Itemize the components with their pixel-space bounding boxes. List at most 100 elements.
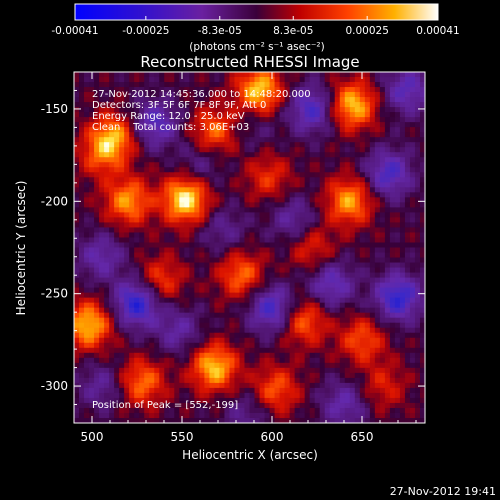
heatmap-cell [314,352,321,359]
heatmap-cell [419,137,425,143]
heatmap-cell [314,112,321,118]
heatmap-cell [314,97,321,103]
heatmap-cell [209,282,215,289]
annotation-block: 27-Nov-2012 14:45:36.000 to 14:48:20.000… [92,89,311,411]
heatmap-cell [264,357,271,364]
heatmap-cell [334,362,341,369]
heatmap-cell [169,257,175,264]
heatmap-cell [94,397,100,404]
heatmap-cell [134,252,140,259]
heatmap-cell [334,122,341,128]
heatmap-cell [139,137,145,143]
heatmap-cell [79,82,85,88]
heatmap-cell [219,132,226,138]
heatmap-cell [74,282,80,289]
heatmap-cell [179,287,185,294]
heatmap-cell [229,107,236,113]
heatmap-cell [279,127,286,133]
heatmap-cell [254,412,261,419]
heatmap-cell [129,112,135,118]
heatmap-cell [344,257,351,264]
heatmap-cell [289,357,296,364]
heatmap-cell [274,287,281,294]
heatmap-cell [419,197,425,203]
heatmap-cell [314,337,321,344]
heatmap-cell [399,217,406,224]
heatmap-cell [329,122,336,128]
heatmap-cell [399,377,406,384]
heatmap-cell [384,162,391,168]
heatmap-cell [384,102,391,108]
heatmap-cell [289,267,296,274]
heatmap-cell [289,417,296,423]
annotation-detectors: Detectors: 3F 5F 6F 7F 8F 9F, Att 0 [92,100,266,111]
heatmap-cell [124,92,130,98]
heatmap-cell [114,267,120,274]
heatmap-cell [229,262,236,269]
heatmap-cell [224,242,231,249]
heatmap-cell [119,177,125,183]
heatmap-cell [259,207,266,213]
heatmap-cell [134,387,140,394]
heatmap-cell [284,212,291,219]
heatmap-cell [179,92,185,98]
heatmap-cell [129,222,135,229]
heatmap-cell [254,317,261,324]
heatmap-cell [294,382,301,389]
heatmap-cell [244,117,251,123]
heatmap-cell [374,277,381,284]
heatmap-cell [124,177,130,183]
heatmap-cell [389,227,396,234]
heatmap-cell [74,252,80,259]
heatmap-cell [169,212,175,219]
heatmap-cell [279,212,286,219]
heatmap-cell [119,352,125,359]
heatmap-cell [79,212,85,219]
heatmap-cell [384,297,391,304]
heatmap-cell [394,167,401,173]
heatmap-cell [409,147,416,153]
heatmap-cell [74,322,80,329]
heatmap-cell [249,352,256,359]
heatmap-cell [159,302,165,309]
heatmap-cell [319,142,326,148]
heatmap-cell [239,322,246,329]
heatmap-cell [314,77,321,83]
heatmap-cell [299,212,306,219]
heatmap-cell [354,272,361,279]
heatmap-cell [249,282,256,289]
heatmap-cell [264,372,271,379]
heatmap-cell [174,362,180,369]
heatmap-cell [384,147,391,153]
heatmap-cell [104,87,110,93]
heatmap-cell [344,87,351,93]
heatmap-cell [224,367,231,374]
heatmap-cell [194,252,200,259]
heatmap-cell [369,327,376,334]
heatmap-cell [184,227,190,234]
heatmap-cell [184,412,190,419]
heatmap-cell [284,122,291,128]
heatmap-cell [279,117,286,123]
heatmap-cell [154,72,160,78]
heatmap-cell [174,297,180,304]
heatmap-cell [364,362,371,369]
heatmap-cell [369,242,376,249]
heatmap-cell [149,257,155,264]
heatmap-cell [254,202,261,208]
heatmap-cell [119,407,125,414]
heatmap-cell [109,162,115,168]
heatmap-cell [339,87,346,93]
heatmap-cell [224,287,231,294]
heatmap-cell [379,107,386,113]
heatmap-cell [274,267,281,274]
heatmap-cell [99,77,105,83]
heatmap-cell [329,387,336,394]
heatmap-cell [114,232,120,239]
heatmap-cell [249,147,256,153]
heatmap-cell [299,162,306,168]
heatmap-cell [304,282,311,289]
heatmap-cell [139,292,145,299]
heatmap-cell [89,197,95,203]
heatmap-cell [159,107,165,113]
